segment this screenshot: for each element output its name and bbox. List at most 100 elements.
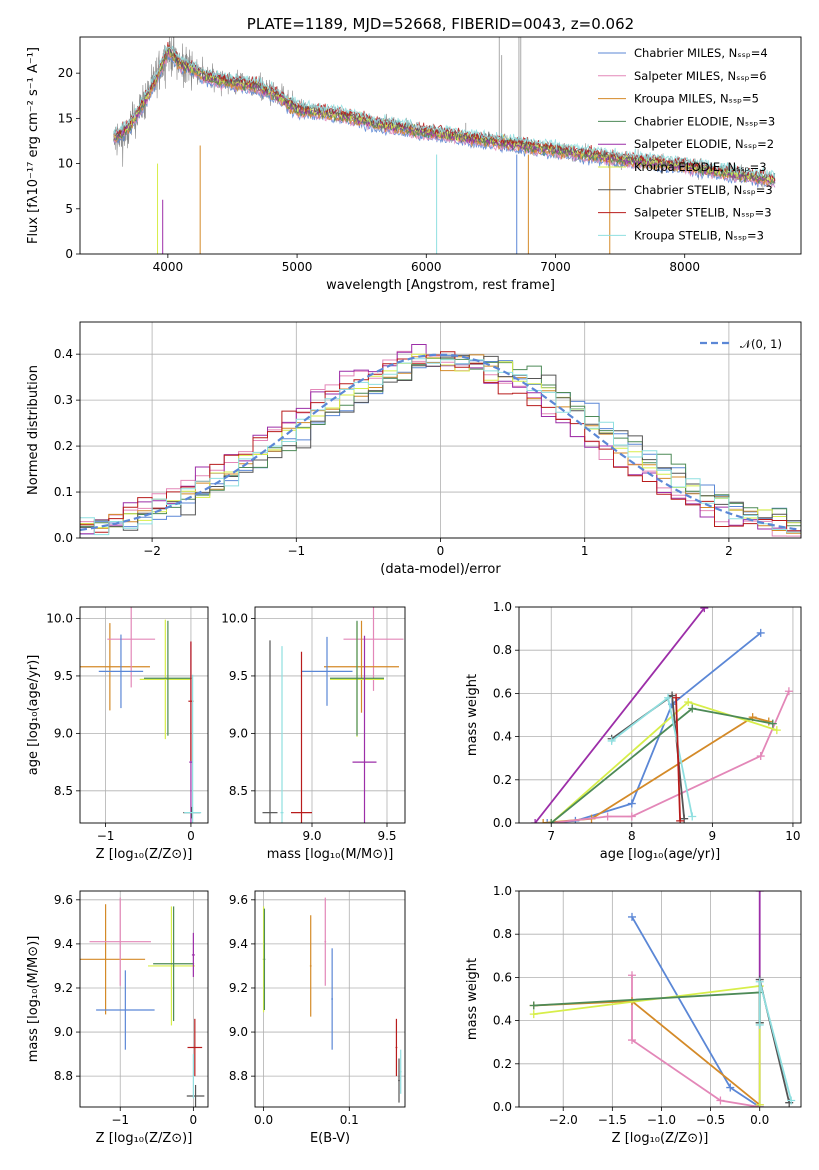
axes-frame [254, 890, 406, 1108]
x-tick-label: −0.5 [696, 1113, 725, 1127]
errorbar-point [98, 634, 144, 709]
x-tick-label: 0 [190, 1113, 198, 1127]
errorbar-point [352, 635, 377, 823]
legend-entry: Salpeter STELIB, Nₛₛₚ=3 [634, 206, 772, 220]
y-tick-label: 0.8 [493, 643, 512, 657]
plot-area [529, 891, 796, 1107]
x-tick-label: −1.5 [598, 1113, 627, 1127]
x-tick-label: 9.5 [377, 829, 396, 843]
weight-marker [772, 726, 781, 735]
x-tick-label: −2.0 [549, 1113, 578, 1127]
plot-area [80, 344, 801, 537]
y-axis-label: Normed distribution [26, 365, 41, 495]
y-tick-label: 9.0 [54, 726, 73, 740]
y-tick-label: 9.6 [229, 893, 248, 907]
errorbar-point [191, 932, 195, 977]
axes-frame [518, 606, 802, 824]
residual-histogram [80, 358, 801, 536]
x-tick-label: 0 [437, 544, 445, 558]
y-tick-label: 10.0 [46, 611, 73, 625]
y-tick-label: 8.5 [54, 784, 73, 798]
y-tick-label: 9.5 [54, 669, 73, 683]
x-axis-label: E(B-V) [310, 1131, 350, 1146]
weight-line [533, 991, 761, 1023]
axes-mass-vs-Z: −1 0 8.8 9.0 9.2 9.4 9.6 Z [log₁₀(Z/Z⊙)] mass [l… [26, 890, 209, 1146]
legend-entry: Salpeter MILES, Nₛₛₚ=6 [634, 69, 767, 83]
weight-marker [543, 819, 552, 823]
axes-residuals: −2 −1 0 1 2 0.0 0.1 0.2 0.3 0.4 (data-model)/error… [26, 321, 802, 577]
weight-marker [755, 1100, 764, 1107]
y-tick-label: 8.8 [54, 1069, 73, 1083]
weight-marker [531, 819, 540, 823]
y-tick-label: 0.8 [493, 927, 512, 941]
y-tick-label: 0 [65, 247, 73, 261]
weight-marker [627, 799, 636, 808]
weight-marker [756, 752, 765, 761]
plot-area [262, 607, 404, 823]
weight-marker [529, 1001, 538, 1010]
y-axis-label: Flux [fλ10⁻¹⁷ erg cm⁻² s⁻¹ A⁻¹] [26, 47, 41, 244]
y-tick-label: 1.0 [493, 600, 512, 614]
y-tick-label: 0.4 [493, 1014, 512, 1028]
axes-frame [79, 36, 802, 255]
x-axis-label: age [log₁₀(age/yr)] [600, 847, 721, 862]
y-tick-label: 0.2 [493, 773, 512, 787]
x-tick-label: −2 [143, 544, 161, 558]
y-tick-label: 9.2 [54, 981, 73, 995]
errorbar-point [301, 636, 353, 706]
errorbar-point [89, 897, 151, 986]
weight-line [758, 981, 793, 1101]
errorbar-point [186, 1084, 205, 1107]
y-tick-label: 9.0 [54, 1025, 73, 1039]
weight-marker [684, 698, 693, 707]
errorbar-point [148, 906, 195, 1026]
x-tick-label: 10 [785, 829, 800, 843]
weight-line [547, 632, 762, 823]
weight-marker [700, 607, 709, 613]
x-tick-label: 4000 [153, 260, 184, 274]
x-tick-label: 0.0 [254, 1113, 273, 1127]
y-tick-label: 0.0 [54, 531, 73, 545]
weight-marker [755, 891, 764, 895]
x-axis-label: mass [log₁₀(M/M⊙)] [267, 847, 394, 862]
errorbar-point [291, 651, 312, 823]
x-axis-label: (data-model)/error [380, 562, 501, 577]
x-axis-label: Z [log₁₀(Z/Z⊙)] [96, 1131, 193, 1146]
errorbar-point [263, 908, 266, 1011]
weight-marker [672, 693, 681, 702]
plot-area [531, 607, 793, 823]
legend: 𝒩(0, 1) [700, 337, 782, 351]
weight-marker [688, 704, 697, 713]
errorbar-point [398, 1058, 400, 1103]
y-axis-label: mass weight [465, 674, 480, 756]
legend-entry: Kroupa ELODIE, Nₛₛₚ=3 [634, 160, 767, 174]
plot-area [80, 897, 205, 1107]
errorbar-point [107, 607, 156, 688]
weight-marker [627, 912, 636, 921]
y-axis-label: age [log₁₀(age/yr)] [26, 655, 41, 776]
grid-lines [80, 891, 208, 1107]
x-tick-label: −1 [111, 1113, 129, 1127]
legend-entry: 𝒩(0, 1) [740, 337, 782, 351]
axes-age-vs-mass: 9.0 9.5 8.5 9.0 9.5 10.0 mass [log₁₀(M/M⊙)] [221, 606, 406, 862]
weight-marker [756, 628, 765, 637]
x-tick-label: −1 [97, 829, 115, 843]
weight-line [533, 1000, 761, 1106]
weight-marker [603, 812, 612, 821]
errorbar-point [343, 607, 404, 691]
y-tick-label: 0.3 [54, 393, 73, 407]
axes-weight-vs-age: 7 8 9 10 0.0 0.2 0.4 0.6 0.8 1.0 age [log₁₀(age/yr… [465, 600, 802, 862]
x-tick-label: 2 [725, 544, 733, 558]
errorbar-point [184, 674, 202, 823]
y-tick-label: 0.6 [493, 686, 512, 700]
legend-entry: Chabrier STELIB, Nₛₛₚ=3 [634, 183, 773, 197]
x-tick-label: 6000 [411, 260, 442, 274]
errorbar-point [280, 646, 284, 823]
y-tick-label: 9.0 [229, 1025, 248, 1039]
legend-entry: Kroupa MILES, Nₛₛₚ=5 [634, 92, 759, 106]
x-axis-label: Z [log₁₀(Z/Z⊙)] [612, 1131, 709, 1146]
weight-marker [547, 819, 556, 823]
x-tick-label: 0.1 [340, 1113, 359, 1127]
x-tick-label: 0.0 [750, 1113, 769, 1127]
axes-frame [254, 606, 406, 824]
